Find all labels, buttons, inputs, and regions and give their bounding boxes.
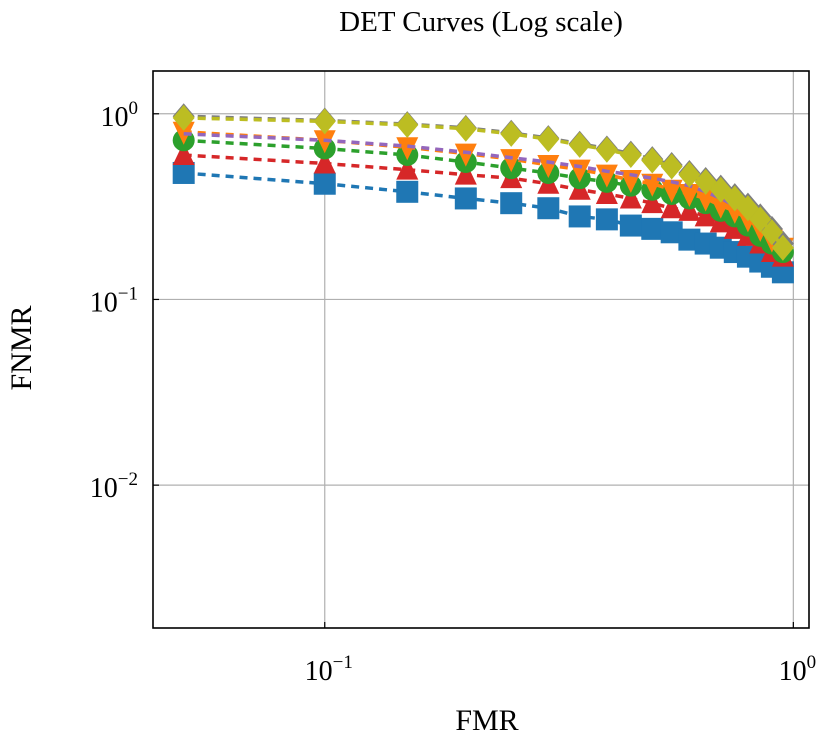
data-point-triangle bbox=[641, 190, 664, 214]
data-point-square bbox=[454, 187, 477, 210]
data-point-diamond bbox=[678, 161, 701, 188]
data-point-triangle bbox=[172, 141, 195, 165]
data-point-triangle bbox=[537, 154, 560, 178]
data-point-diamond bbox=[454, 115, 477, 142]
data-point-square bbox=[313, 172, 336, 195]
data-point-triangle bbox=[568, 159, 591, 183]
data-point-diamond bbox=[537, 126, 560, 153]
data-point-triangle bbox=[619, 185, 642, 209]
y-tick-label: 10−2 bbox=[90, 469, 138, 504]
data-point-triangle bbox=[396, 137, 419, 161]
data-point-diamond bbox=[568, 131, 591, 158]
data-point-square bbox=[619, 214, 642, 237]
data-point-triangle bbox=[454, 161, 477, 185]
y-tick-label: 100 bbox=[101, 98, 139, 133]
data-point-triangle bbox=[595, 164, 618, 188]
series-0 bbox=[172, 161, 794, 284]
series-4 bbox=[183, 132, 784, 246]
data-point-triangle bbox=[678, 183, 701, 207]
y-axis-label: FNMR bbox=[5, 305, 38, 390]
x-tick-label: 10−1 bbox=[305, 652, 353, 687]
grid bbox=[153, 71, 809, 628]
data-point-diamond bbox=[771, 234, 794, 261]
data-point-diamond bbox=[641, 147, 664, 174]
data-point-diamond bbox=[749, 206, 772, 233]
x-tick-label: 100 bbox=[779, 652, 817, 687]
data-point-triangle bbox=[172, 121, 195, 145]
data-point-diamond bbox=[595, 136, 618, 163]
data-point-triangle bbox=[500, 149, 523, 173]
series-group bbox=[172, 103, 794, 284]
data-point-square bbox=[641, 217, 664, 240]
data-point-diamond bbox=[760, 219, 783, 246]
data-point-triangle bbox=[660, 179, 683, 203]
data-point-square bbox=[595, 208, 618, 231]
data-point-diamond bbox=[500, 120, 523, 147]
data-point-square bbox=[660, 221, 683, 244]
data-point-triangle bbox=[313, 150, 336, 174]
x-axis-label: FMR bbox=[455, 704, 518, 737]
data-point-triangle bbox=[660, 195, 683, 219]
data-point-diamond bbox=[660, 153, 683, 180]
data-point-diamond bbox=[313, 108, 336, 135]
data-point-square bbox=[537, 197, 560, 220]
data-point-square bbox=[771, 261, 794, 284]
plot-frame bbox=[152, 70, 810, 629]
data-point-triangle bbox=[694, 203, 717, 227]
tick-labels: 10−1 100 10−2 10−1 100 bbox=[90, 98, 816, 687]
data-point-diamond bbox=[396, 112, 419, 139]
series-line bbox=[183, 132, 784, 246]
chart-title: DET Curves (Log scale) bbox=[339, 6, 623, 38]
data-point-square bbox=[172, 161, 195, 184]
series-6 bbox=[172, 104, 794, 261]
data-point-triangle bbox=[454, 143, 477, 167]
data-point-square bbox=[568, 205, 591, 228]
data-point-square bbox=[396, 180, 419, 203]
data-point-diamond bbox=[619, 141, 642, 168]
data-point-square bbox=[500, 192, 523, 215]
data-point-diamond bbox=[172, 104, 195, 131]
data-point-triangle bbox=[396, 156, 419, 180]
y-tick-label: 10−1 bbox=[90, 283, 138, 318]
